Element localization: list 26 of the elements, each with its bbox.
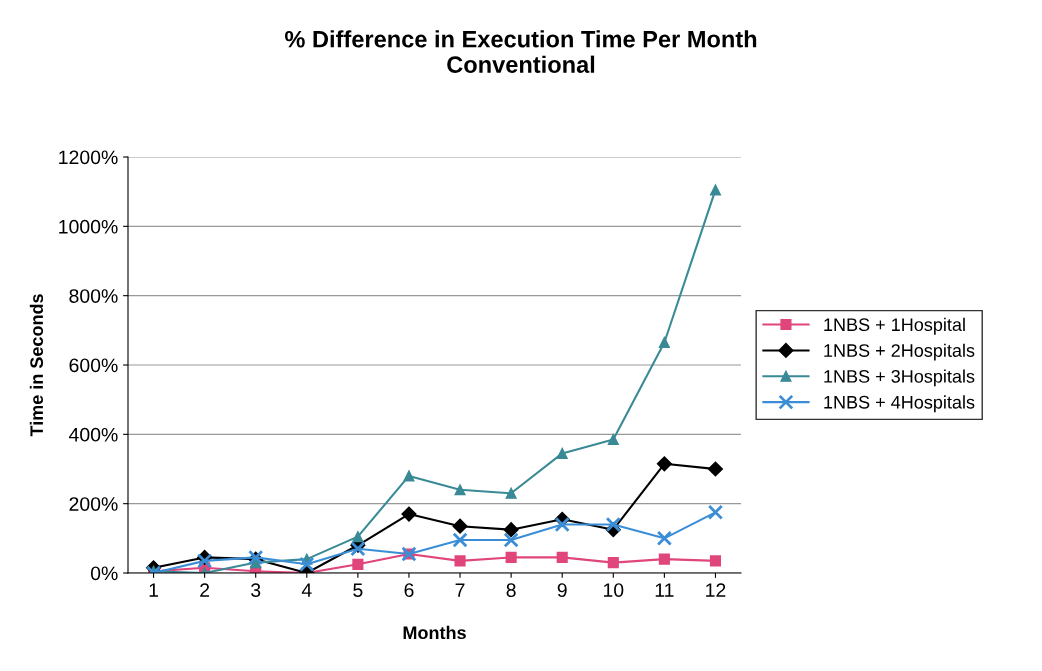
y-tick-label: 1200% bbox=[59, 150, 118, 165]
legend-label: 1NBS + 3Hospitals bbox=[824, 369, 975, 387]
x-tick-label: 9 bbox=[557, 583, 567, 597]
x-tick-label: 4 bbox=[301, 583, 312, 597]
x-tick-label: 6 bbox=[404, 583, 414, 597]
x-tick-label: 5 bbox=[353, 583, 363, 597]
x-tick-label: 10 bbox=[603, 583, 624, 597]
y-axis-title: Time in Seconds bbox=[29, 294, 44, 437]
y-tick-label: 600% bbox=[69, 358, 118, 373]
legend-label: 1NBS + 2Hospitals bbox=[824, 343, 975, 361]
x-tick-label: 7 bbox=[455, 583, 465, 597]
chart-title: % Difference in Execution Time Per Month Conventional bbox=[285, 30, 757, 73]
x-tick-label: 3 bbox=[251, 583, 261, 597]
x-tick-label: 8 bbox=[506, 583, 516, 597]
legend-label: 1NBS + 1Hospital bbox=[824, 317, 965, 335]
x-tick-label: 11 bbox=[655, 583, 674, 597]
x-tick-label: 12 bbox=[706, 583, 726, 597]
x-axis-title: Months bbox=[403, 625, 466, 640]
y-tick-label: 0% bbox=[90, 566, 118, 581]
y-tick-label: 400% bbox=[69, 427, 118, 442]
legend-label: 1NBS + 4Hospitals bbox=[824, 395, 975, 413]
x-tick-label: 2 bbox=[200, 583, 210, 597]
y-tick-label: 200% bbox=[69, 497, 118, 511]
y-tick-label: 1000% bbox=[59, 219, 118, 234]
y-tick-label: 800% bbox=[69, 289, 118, 303]
x-tick-label: 1 bbox=[149, 583, 158, 597]
